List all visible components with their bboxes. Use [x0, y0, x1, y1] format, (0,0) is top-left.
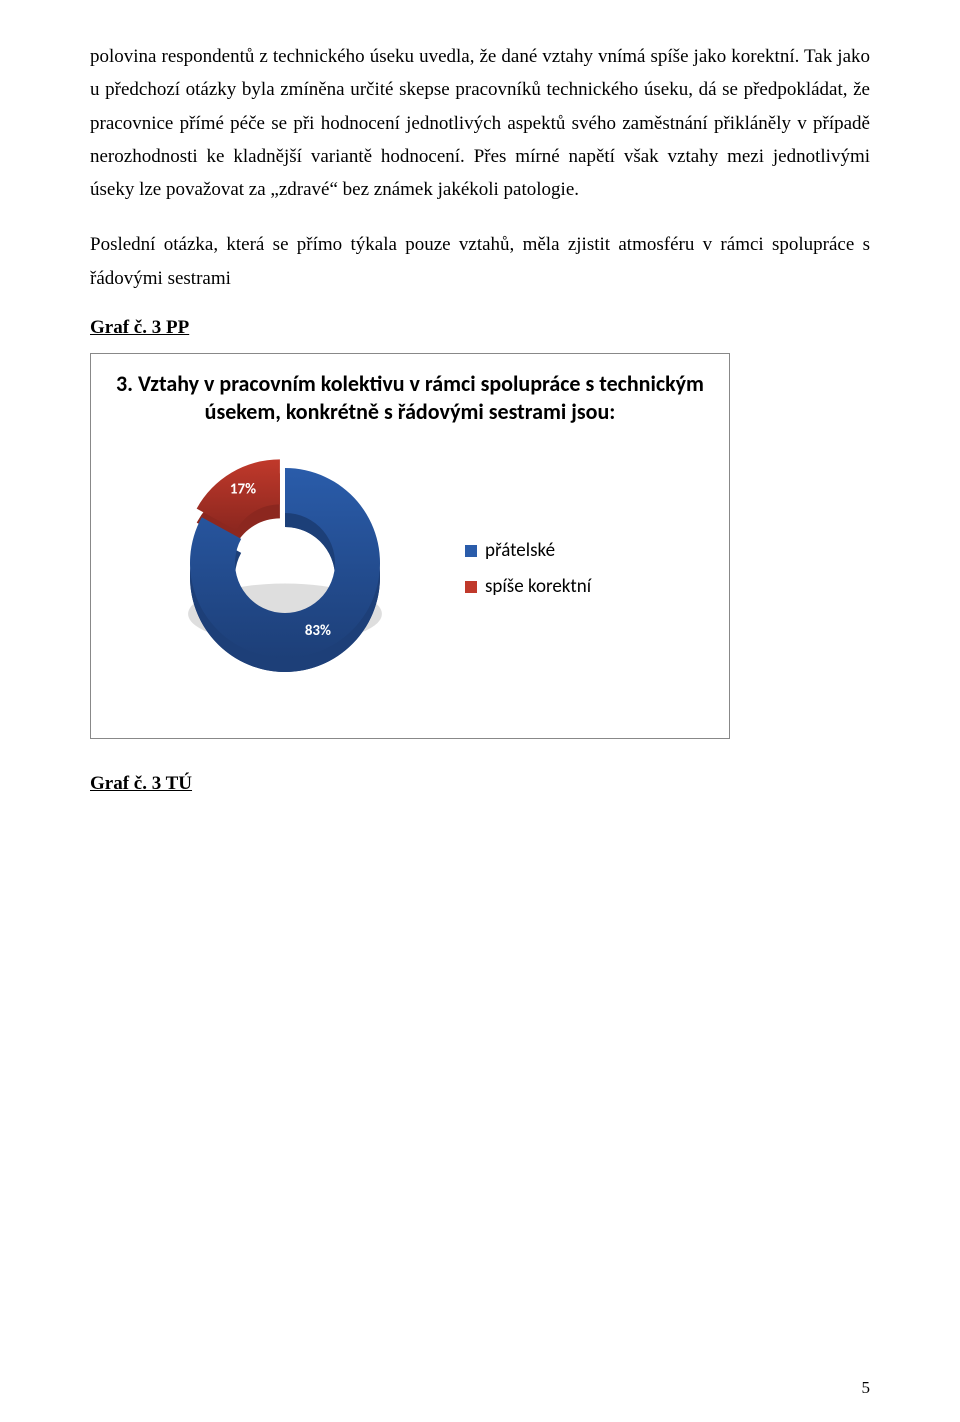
donut-chart: 83% 17% [135, 438, 435, 708]
chart-body: 83% 17% přátelské spíše korektní [105, 434, 715, 708]
page: polovina respondentů z technického úseku… [0, 0, 960, 1422]
paragraph-2: Poslední otázka, která se přímo týkala p… [90, 228, 870, 295]
donut-wrap: 83% 17% [105, 434, 465, 708]
legend-label: přátelské [485, 535, 555, 567]
chart-container: 3. Vztahy v pracovním kolektivu v rámci … [90, 353, 730, 739]
graf-label-pp: Graf č. 3 PP [90, 317, 870, 339]
paragraph-1: polovina respondentů z technického úseku… [90, 40, 870, 206]
legend-label: spíše korektní [485, 571, 591, 603]
legend-swatch [465, 545, 477, 557]
graf-label-tu: Graf č. 3 TÚ [90, 773, 870, 795]
page-number: 5 [862, 1378, 871, 1398]
legend-entry: přátelské [465, 535, 591, 567]
legend-swatch [465, 581, 477, 593]
legend-entry: spíše korektní [465, 571, 591, 603]
slice-pct-label: 17% [230, 481, 256, 499]
chart-legend: přátelské spíše korektní [465, 535, 591, 608]
slice-pct-label: 83% [305, 622, 331, 640]
chart-title: 3. Vztahy v pracovním kolektivu v rámci … [105, 370, 715, 426]
